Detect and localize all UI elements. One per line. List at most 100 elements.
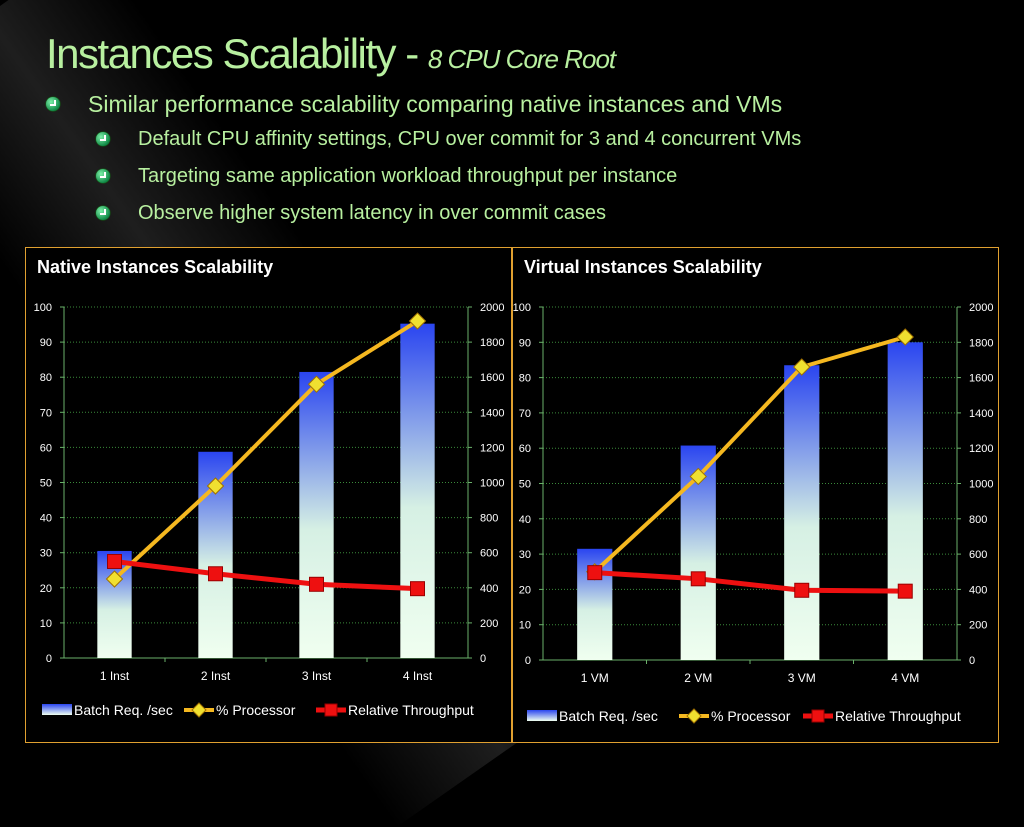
legend-label: % Processor xyxy=(711,708,791,724)
y-right-tick-label: 1400 xyxy=(969,408,993,420)
y-right-tick-label: 800 xyxy=(969,514,987,526)
legend-label: Relative Throughput xyxy=(348,702,474,718)
y-left-tick-label: 70 xyxy=(40,407,52,419)
y-left-tick-label: 80 xyxy=(40,372,52,384)
y-left-tick-label: 10 xyxy=(40,618,52,630)
point-throughput xyxy=(309,576,324,592)
chart-title: Native Instances Scalability xyxy=(37,257,274,277)
y-right-tick-label: 400 xyxy=(969,584,987,596)
y-right-tick-label: 1600 xyxy=(969,373,993,385)
legend-marker-processor xyxy=(191,702,207,718)
y-left-tick-label: 100 xyxy=(34,302,52,314)
y-left-tick-label: 40 xyxy=(40,513,52,525)
y-left-tick-label: 20 xyxy=(519,584,531,596)
bullet-icon xyxy=(96,206,110,220)
y-right-tick-label: 1000 xyxy=(480,478,504,490)
line-processor xyxy=(592,335,908,574)
point-throughput xyxy=(208,566,223,582)
title-subtitle: 8 CPU Core Root xyxy=(427,44,616,74)
slide-title: Instances Scalability - 8 CPU Core Root xyxy=(46,30,616,78)
y-right-tick-label: 0 xyxy=(969,655,975,667)
virtual-chart-panel: Virtual Instances Scalability 0 10 20 30 40 5… xyxy=(512,247,999,743)
y-left-tick-label: 90 xyxy=(519,337,531,349)
y-right-tick-label: 800 xyxy=(480,513,498,525)
x-tick-label: 2 VM xyxy=(684,671,712,685)
x-tick-label: 4 VM xyxy=(891,671,919,685)
y-right-tick-label: 0 xyxy=(480,653,486,665)
y-right-tick-label: 1800 xyxy=(969,337,993,349)
bullet-item: Default CPU affinity settings, CPU over … xyxy=(40,121,1000,158)
point-processor xyxy=(793,358,811,376)
point-throughput xyxy=(794,582,810,598)
point-throughput xyxy=(897,583,913,599)
y-right-tick-label: 2000 xyxy=(969,302,993,314)
y-right-tick-label: 2000 xyxy=(480,302,504,314)
y-right-tick-label: 600 xyxy=(480,548,498,560)
point-processor xyxy=(307,375,326,393)
y-right-tick-label: 1200 xyxy=(969,443,993,455)
y-right-tick-label: 200 xyxy=(480,618,498,630)
native-chart: 0102030405060708090100020040060080010001… xyxy=(34,302,505,718)
y-right-tick-label: 600 xyxy=(969,549,987,561)
bar-batch-req xyxy=(299,371,334,658)
point-throughput xyxy=(410,581,425,597)
legend-swatch-batch xyxy=(42,704,72,715)
y-left-tick-label: 30 xyxy=(40,548,52,560)
chart-title: Virtual Instances Scalability xyxy=(524,257,762,277)
bullet-text: Targeting same application workload thro… xyxy=(138,165,678,187)
point-processor xyxy=(408,312,427,330)
bullet-text: Default CPU affinity settings, CPU over … xyxy=(138,128,802,150)
legend-swatch-batch xyxy=(527,710,557,721)
point-processor xyxy=(105,570,124,588)
bar-batch-req xyxy=(400,323,435,658)
y-left-tick-label: 50 xyxy=(519,479,531,491)
x-tick-label: 1 VM xyxy=(581,671,609,685)
y-left-tick-label: 0 xyxy=(46,653,52,665)
legend-label: Relative Throughput xyxy=(835,708,961,724)
legend-marker-processor xyxy=(686,708,702,724)
y-right-tick-label: 1600 xyxy=(480,372,504,384)
y-right-tick-label: 400 xyxy=(480,583,498,595)
bullet-icon xyxy=(46,97,60,111)
line-processor xyxy=(112,319,420,582)
line-throughput xyxy=(112,558,420,592)
x-tick-label: 1 Inst xyxy=(100,669,130,683)
y-left-tick-label: 20 xyxy=(40,583,52,595)
point-processor xyxy=(206,477,225,495)
y-left-tick-label: 100 xyxy=(513,302,531,314)
line-throughput xyxy=(592,570,908,594)
y-right-tick-label: 200 xyxy=(969,620,987,632)
y-left-tick-label: 90 xyxy=(40,337,52,349)
y-left-tick-label: 30 xyxy=(519,549,531,561)
point-processor xyxy=(896,328,914,346)
virtual-chart: 0102030405060708090100020040060080010001… xyxy=(513,302,993,724)
bar-batch-req xyxy=(887,342,923,660)
bullet-item: Similar performance scalability comparin… xyxy=(40,88,1000,121)
point-processor xyxy=(689,467,707,486)
legend-marker-throughput xyxy=(811,709,825,723)
point-throughput xyxy=(690,571,706,587)
bullet-text: Similar performance scalability comparin… xyxy=(88,91,783,117)
bullet-icon xyxy=(96,132,110,146)
x-tick-label: 2 Inst xyxy=(201,669,231,683)
native-chart-panel: Native Instances Scalability 0 10 20 30 40 50… xyxy=(25,247,512,743)
bar-batch-req xyxy=(784,365,820,660)
y-left-tick-label: 40 xyxy=(519,514,531,526)
bullet-text: Observe higher system latency in over co… xyxy=(138,202,606,224)
y-right-tick-label: 1000 xyxy=(969,479,993,491)
y-right-tick-label: 1400 xyxy=(480,407,504,419)
bullet-item: Targeting same application workload thro… xyxy=(40,158,1000,195)
y-right-tick-label: 1200 xyxy=(480,442,504,454)
y-left-tick-label: 80 xyxy=(519,373,531,385)
legend-label: Batch Req. /sec xyxy=(559,708,658,724)
y-left-tick-label: 60 xyxy=(40,442,52,454)
legend-label: % Processor xyxy=(216,702,296,718)
point-throughput xyxy=(107,553,122,569)
x-tick-label: 3 Inst xyxy=(302,669,332,683)
x-tick-label: 3 VM xyxy=(788,671,816,685)
x-tick-label: 4 Inst xyxy=(403,669,433,683)
point-throughput xyxy=(587,565,603,581)
legend-marker-throughput xyxy=(324,703,338,717)
y-right-tick-label: 1800 xyxy=(480,337,504,349)
y-left-tick-label: 60 xyxy=(519,443,531,455)
